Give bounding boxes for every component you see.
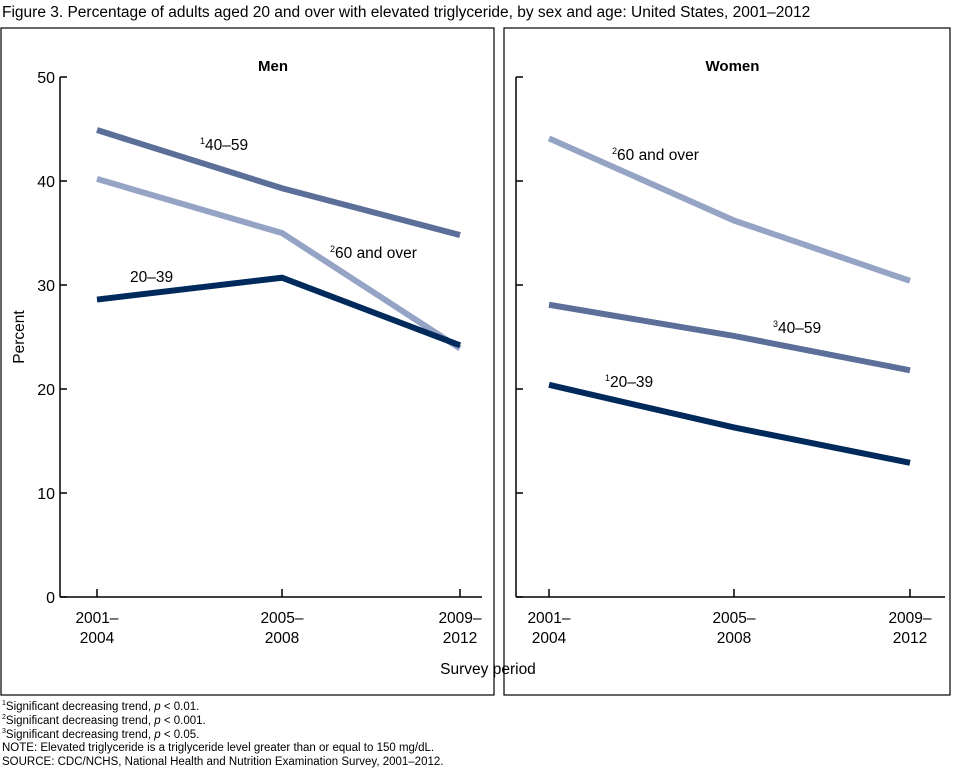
series-label: 20–39 — [130, 269, 173, 286]
y-tick-label: 40 — [37, 174, 55, 191]
x-tick-label: 2012 — [893, 630, 927, 647]
x-tick-label: 2009– — [888, 610, 931, 627]
chart-area: Men 0 10 20 30 40 50 2001– 2004 2005– 2008 2009– 201… — [0, 27, 951, 696]
footnote-sup: 3 — [2, 728, 6, 735]
y-tick-label: 0 — [46, 590, 55, 607]
y-tick-label: 10 — [37, 486, 55, 503]
footnote-text: Significant decreasing trend, — [5, 700, 155, 713]
series-label-name: 60 and over — [335, 245, 417, 262]
footnote-1: 1Significant decreasing trend, p < 0.01. — [2, 700, 199, 713]
series-line — [96, 274, 462, 349]
series-label: 260 and over — [330, 244, 417, 262]
x-tick-label: 2008 — [265, 630, 299, 647]
series-label: 120–39 — [605, 373, 653, 391]
series-label: 140–59 — [200, 136, 248, 154]
footnote-text: Significant decreasing trend, — [5, 728, 155, 741]
y-tick-label: 20 — [37, 382, 55, 399]
panel-title: Women — [706, 58, 760, 75]
series-label-sup: 1 — [605, 373, 610, 383]
footnote-text: Significant decreasing trend, — [5, 714, 155, 727]
x-tick-label: 2004 — [80, 630, 115, 647]
panel-frame — [503, 27, 951, 696]
series-line — [96, 176, 462, 351]
figure-title: Figure 3. Percentage of adults aged 20 a… — [2, 4, 811, 21]
footnote-sup: 1 — [2, 700, 6, 707]
panel-frame — [0, 27, 495, 696]
footnote-p: p — [154, 700, 161, 713]
footnote-rest: < 0.01. — [160, 700, 200, 713]
footnote-2: 2Significant decreasing trend, p < 0.001… — [2, 714, 206, 727]
y-tick-label: 30 — [37, 278, 55, 295]
series-label-name: 20–39 — [610, 374, 653, 391]
series-label-name: 60 and over — [617, 147, 699, 164]
x-tick-label: 2012 — [443, 630, 477, 647]
panel-title: Men — [258, 58, 288, 75]
footnote-3: 3Significant decreasing trend, p < 0.05. — [2, 728, 199, 741]
series-label-sup: 3 — [773, 319, 778, 329]
y-tick-label: 50 — [37, 70, 55, 87]
x-tick-label: 2004 — [532, 630, 567, 647]
series-label: 340–59 — [773, 319, 821, 337]
series-line — [548, 301, 911, 374]
note: NOTE: Elevated triglyceride is a triglyc… — [2, 742, 435, 754]
footnote-rest: < 0.001. — [160, 714, 206, 727]
x-tick-label: 2005– — [712, 610, 755, 627]
series-label-name: 40–59 — [205, 137, 248, 154]
x-tick-label: 2001– — [75, 610, 118, 627]
series-label: 260 and over — [612, 146, 699, 164]
series-label-sup: 1 — [200, 136, 205, 146]
series-line — [96, 127, 461, 238]
series-label-sup: 2 — [330, 244, 335, 254]
x-tick-label: 2008 — [717, 630, 751, 647]
source: SOURCE: CDC/NCHS, National Health and Nu… — [2, 756, 444, 768]
series-line — [547, 135, 911, 284]
x-tick-label: 2001– — [527, 610, 570, 627]
y-axis-label: Percent — [11, 310, 28, 364]
series-line — [548, 381, 911, 466]
x-axis-label: Survey period — [440, 661, 536, 678]
x-tick-label: 2009– — [438, 610, 481, 627]
x-tick-label: 2005– — [260, 610, 303, 627]
series-label-name: 20–39 — [130, 269, 173, 286]
footnote-rest: < 0.05. — [160, 728, 200, 741]
series-label-name: 40–59 — [778, 320, 821, 337]
footnote-sup: 2 — [2, 714, 6, 721]
footnote-p: p — [154, 714, 161, 727]
series-label-sup: 2 — [612, 146, 617, 156]
footnote-p: p — [154, 728, 161, 741]
